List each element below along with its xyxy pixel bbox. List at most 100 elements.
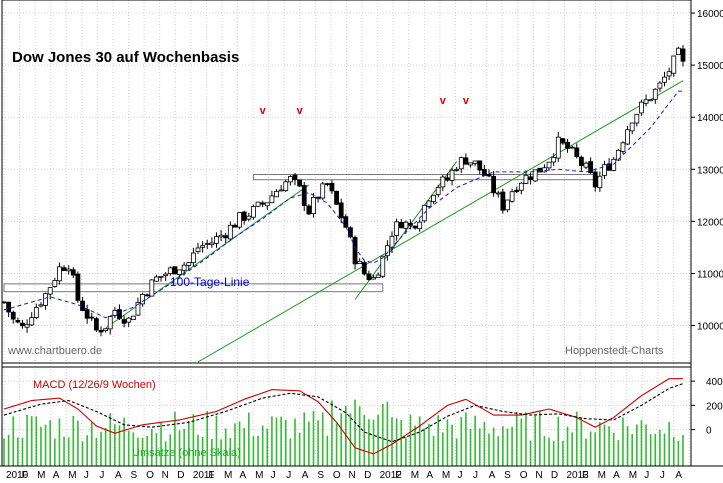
candle-body xyxy=(24,324,30,328)
volume-bar xyxy=(492,427,495,466)
x-tick-label: J xyxy=(286,470,291,481)
volume-bar xyxy=(141,437,144,466)
candle-body xyxy=(449,169,455,181)
volume-bar xyxy=(603,424,606,466)
volume-bar xyxy=(608,426,610,466)
volume-bar xyxy=(155,433,158,466)
candle-body xyxy=(47,287,53,295)
ma-line xyxy=(3,90,683,319)
x-tick-label: J xyxy=(271,470,276,481)
candle-body xyxy=(195,247,201,252)
macd-lines xyxy=(3,378,684,455)
candle-body xyxy=(329,182,335,192)
volume-bar xyxy=(506,428,509,466)
volume-bar xyxy=(446,419,449,466)
candle-body xyxy=(158,275,164,278)
x-tick-label: M xyxy=(598,470,606,481)
volume-bar xyxy=(44,424,47,466)
volume-bar xyxy=(151,429,153,466)
volume-bar xyxy=(54,438,56,466)
volume-bar xyxy=(668,422,670,466)
y-tick-label: 11000 xyxy=(697,269,723,280)
candle-body xyxy=(440,176,446,188)
x-tick-label: M xyxy=(629,470,637,481)
candle-body xyxy=(495,192,501,195)
volume-bar xyxy=(49,420,51,466)
candle-body xyxy=(546,161,552,169)
volume-bar xyxy=(677,440,680,466)
source-label: www.chartbuero.de xyxy=(7,345,102,357)
x-tick-label: N xyxy=(349,470,356,481)
volume-bar xyxy=(275,417,278,466)
volume-bar xyxy=(164,441,167,466)
candle-body xyxy=(140,293,145,305)
candle-body xyxy=(639,101,644,114)
candle-body xyxy=(292,174,298,181)
volume-bar xyxy=(659,429,661,466)
candle-body xyxy=(200,245,206,248)
volume-bar xyxy=(252,436,255,466)
candle-body xyxy=(505,199,510,211)
candle-body xyxy=(597,175,603,189)
candle-body xyxy=(426,200,432,207)
volume-bar xyxy=(340,413,342,466)
volume-bar xyxy=(534,415,536,466)
volume-bar xyxy=(146,435,148,466)
x-tick-label: 2012 xyxy=(380,470,403,481)
volume-bar xyxy=(294,418,296,466)
macd-tick-label: 200 xyxy=(706,401,723,412)
candle-body xyxy=(320,183,326,199)
candle-body xyxy=(334,190,339,205)
candle-body xyxy=(264,202,270,207)
volume-bar xyxy=(211,438,213,466)
candle-body xyxy=(274,191,279,198)
candle-body xyxy=(117,309,122,319)
volume-bar xyxy=(67,437,70,466)
x-tick-label: J xyxy=(99,470,104,481)
volume-bar xyxy=(594,432,597,466)
candle-body xyxy=(675,47,681,55)
volume-bar xyxy=(238,421,241,466)
candle-body xyxy=(509,191,515,202)
candle-body xyxy=(255,201,261,207)
price-tick-labels: 10000 11000 12000 13000 14000 15000 16000 xyxy=(691,9,723,333)
volume-bar xyxy=(631,433,633,466)
volume-bar xyxy=(395,418,398,466)
volume-bar xyxy=(81,441,84,466)
volume-bar xyxy=(663,433,666,466)
x-tick-label: O xyxy=(146,470,154,481)
x-tick-label: F xyxy=(582,470,588,481)
candle-body xyxy=(241,211,247,221)
candle-body xyxy=(431,194,436,202)
volume-bar xyxy=(326,435,329,466)
volume-bar xyxy=(90,422,93,466)
volume-bar xyxy=(17,437,19,466)
volume-bar xyxy=(271,416,273,466)
volume-bar xyxy=(391,417,393,466)
x-tick-label: N xyxy=(162,470,169,481)
volume-bar xyxy=(30,416,33,466)
candle-body xyxy=(181,264,187,271)
x-tick-label: D xyxy=(177,470,184,481)
volume-bar xyxy=(599,422,601,466)
x-tick-label: M xyxy=(411,470,419,481)
candle-body xyxy=(435,187,441,195)
volume-bar xyxy=(575,411,578,466)
candle-body xyxy=(89,316,95,319)
candle-body xyxy=(214,236,219,244)
volume-bar xyxy=(229,437,232,466)
candle-body xyxy=(103,328,109,331)
trendline xyxy=(197,80,684,363)
x-tick-label: A xyxy=(675,470,682,481)
volume-bar xyxy=(423,428,426,466)
candle-body xyxy=(130,315,136,321)
candle-body xyxy=(666,71,672,77)
candle-body xyxy=(15,320,21,323)
candle-body xyxy=(458,157,464,170)
candle-body xyxy=(352,237,358,265)
candle-body xyxy=(70,269,76,276)
candle-body xyxy=(135,302,141,316)
volume-bar xyxy=(557,416,560,466)
candle-body xyxy=(518,182,524,191)
